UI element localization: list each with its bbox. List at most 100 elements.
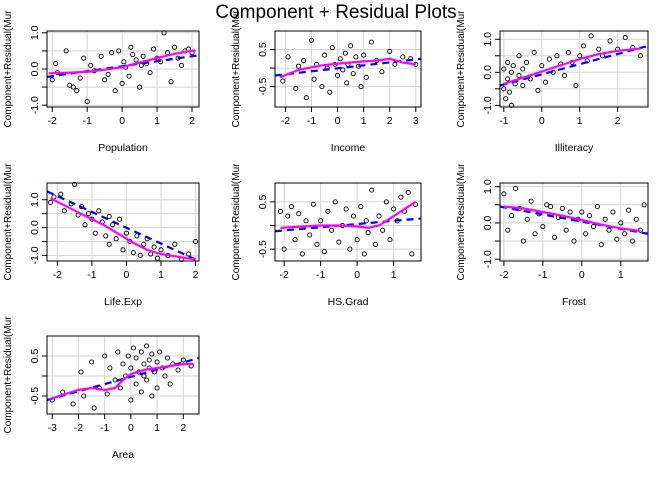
data-point	[336, 239, 342, 245]
data-point	[299, 251, 305, 257]
data-point	[325, 208, 331, 214]
data-point	[513, 185, 519, 191]
data-point	[120, 361, 126, 367]
data-point	[137, 252, 143, 258]
data-point	[110, 222, 116, 228]
data-point	[293, 85, 299, 92]
x-tick-label: -2	[281, 115, 290, 127]
data-point	[551, 234, 558, 240]
y-axis-label: Component+Residual(Mur	[456, 10, 467, 128]
data-point	[387, 48, 393, 54]
data-point	[303, 95, 309, 101]
data-point	[524, 216, 530, 222]
data-point	[154, 255, 161, 261]
x-tick-label: 0	[335, 115, 341, 127]
data-point	[314, 241, 320, 248]
data-point	[318, 218, 324, 224]
data-point	[125, 353, 131, 359]
data-point	[622, 35, 628, 41]
x-axis-label: Population	[98, 142, 148, 154]
y-tick-label: 0.0	[482, 65, 494, 80]
data-point	[332, 199, 338, 205]
data-point	[106, 213, 112, 219]
x-tick-label: -2	[279, 269, 288, 281]
data-point	[138, 389, 144, 395]
data-point	[84, 99, 90, 105]
x-tick-label: 0	[579, 269, 585, 281]
x-tick-label: 1	[361, 115, 367, 127]
data-point	[72, 181, 78, 187]
smooth-line	[503, 47, 641, 85]
data-point	[379, 69, 385, 75]
data-point	[571, 238, 577, 244]
data-point	[123, 230, 130, 236]
data-point	[567, 209, 573, 215]
smooth-line	[48, 49, 196, 75]
data-point	[141, 361, 147, 367]
data-point	[162, 373, 168, 379]
data-point	[295, 63, 302, 69]
data-point	[524, 59, 530, 65]
data-point	[409, 251, 415, 257]
data-point	[369, 187, 375, 193]
data-point	[607, 38, 613, 44]
x-tick-label: 1	[391, 269, 397, 281]
data-point	[594, 204, 600, 210]
data-point	[102, 353, 108, 359]
data-point	[365, 230, 371, 236]
data-point	[380, 227, 386, 233]
data-point	[347, 246, 353, 252]
data-point	[520, 66, 526, 72]
x-tick-label: 1	[154, 115, 160, 127]
x-tick-label: -1	[307, 115, 316, 127]
data-point	[363, 218, 369, 224]
x-tick-label: -2	[53, 269, 62, 281]
data-point	[508, 69, 514, 75]
data-point	[310, 201, 316, 207]
data-point	[180, 357, 186, 363]
data-point	[629, 238, 635, 244]
data-point	[614, 236, 620, 242]
data-point	[281, 246, 287, 252]
data-point	[350, 213, 357, 219]
x-tick-label: 3	[413, 115, 419, 127]
data-point	[391, 206, 397, 212]
data-point	[82, 222, 88, 228]
data-point	[501, 191, 507, 197]
data-point	[606, 227, 612, 233]
data-point	[565, 49, 571, 56]
panel-area: -3 -2 -1 0 1 2 -0.5 0.5 Area Component+Residual(M…	[3, 316, 200, 461]
data-point	[277, 208, 284, 214]
data-point	[144, 343, 150, 349]
data-point	[610, 209, 616, 215]
x-axis-label: Life.Exp	[104, 296, 142, 308]
data-point	[590, 223, 597, 230]
data-point	[106, 241, 112, 247]
plot-frame	[499, 182, 649, 262]
data-point	[544, 202, 550, 208]
data-point	[598, 242, 604, 248]
x-tick-label: -2	[499, 269, 508, 281]
data-point	[103, 233, 109, 239]
grid-lines	[47, 31, 199, 107]
data-point	[149, 351, 155, 357]
data-point	[501, 86, 507, 92]
data-point	[186, 251, 192, 257]
data-point	[154, 359, 160, 365]
data-point	[311, 76, 317, 82]
x-tick-label: -2	[48, 115, 57, 127]
data-point	[102, 77, 108, 83]
data-point	[625, 207, 632, 213]
plot-frame	[46, 335, 200, 415]
x-tick-label: 1	[577, 115, 583, 127]
data-point	[350, 71, 356, 77]
data-point	[335, 72, 341, 79]
x-tick-label: 0	[539, 115, 545, 127]
y-axis-label: Component+Residual(Mur	[231, 163, 242, 281]
data-point	[510, 63, 516, 69]
data-point	[588, 33, 594, 39]
data-point	[501, 66, 507, 72]
data-point	[171, 44, 178, 50]
data-point	[308, 37, 315, 43]
